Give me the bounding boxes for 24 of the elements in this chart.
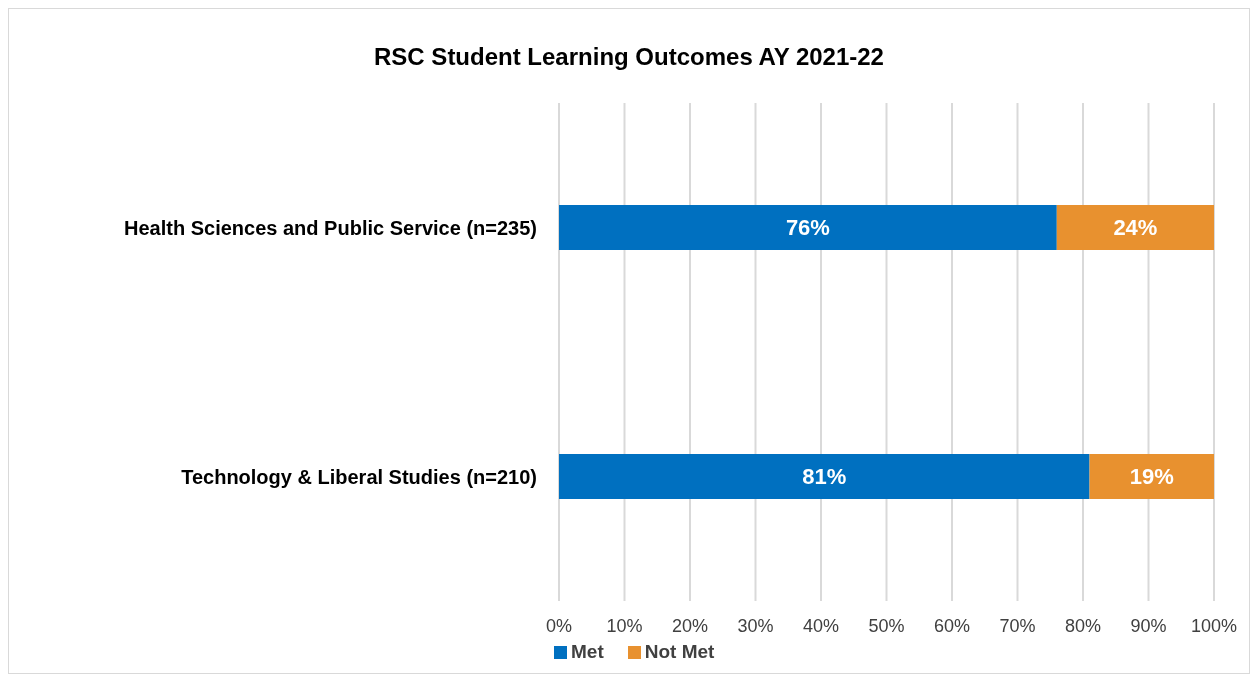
chart-title: RSC Student Learning Outcomes AY 2021-22	[373, 42, 885, 72]
x-tick-label: 0%	[545, 615, 573, 636]
x-tick-label: 40%	[802, 615, 840, 636]
bar	[559, 205, 1057, 250]
x-tick-label: 30%	[737, 615, 774, 636]
data-label: 81%	[802, 464, 847, 489]
x-tick-label: 20%	[671, 615, 709, 636]
bar	[1089, 454, 1214, 499]
data-label: 19%	[1129, 464, 1174, 489]
legend-label: Met	[571, 641, 604, 662]
x-tick-label: 60%	[933, 615, 971, 636]
bar	[1056, 205, 1214, 250]
data-label: 24%	[1113, 215, 1158, 240]
x-tick-label: 80%	[1064, 615, 1102, 636]
x-tick-label: 70%	[999, 615, 1036, 636]
x-tick-label: 100%	[1190, 615, 1238, 636]
y-tick-label: Health Sciences and Public Service (n=235)	[124, 216, 537, 239]
bar	[559, 454, 1090, 499]
x-tick-label: 90%	[1130, 615, 1167, 636]
data-label: 76%	[785, 215, 830, 240]
x-tick-label: 10%	[606, 615, 643, 636]
legend-label: Not Met	[644, 641, 715, 662]
x-tick-label: 50%	[868, 615, 905, 636]
y-tick-label: Technology & Liberal Studies (n=210)	[181, 465, 537, 488]
